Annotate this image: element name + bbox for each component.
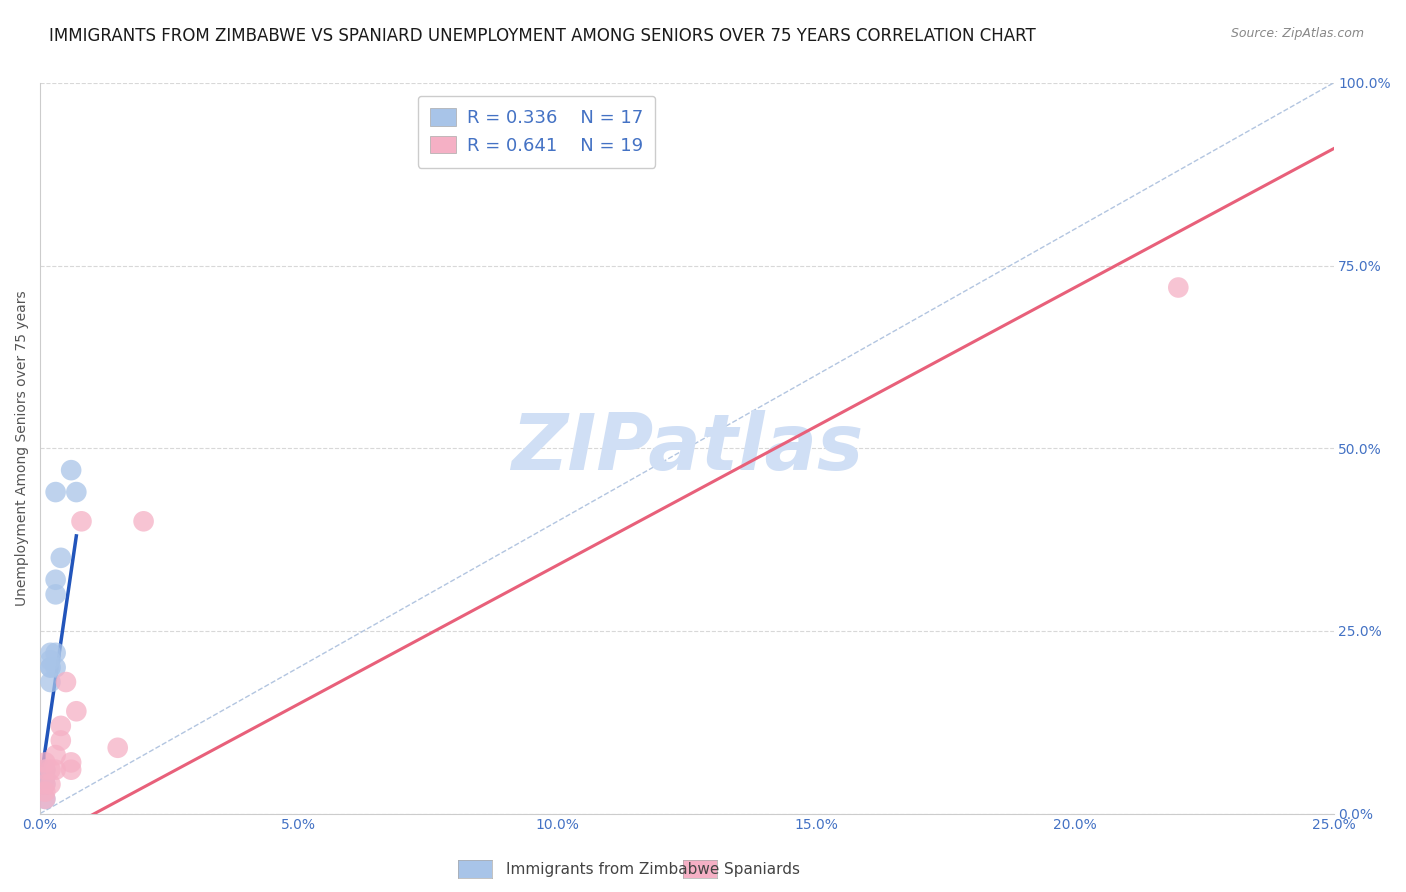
Point xyxy=(65,485,87,500)
Point xyxy=(34,763,56,777)
Point xyxy=(65,704,87,718)
Point xyxy=(49,719,72,733)
Point xyxy=(45,660,67,674)
Point xyxy=(34,792,56,806)
Point xyxy=(107,740,129,755)
Point xyxy=(34,792,56,806)
Point xyxy=(39,777,62,791)
Point xyxy=(55,675,77,690)
Text: IMMIGRANTS FROM ZIMBABWE VS SPANIARD UNEMPLOYMENT AMONG SENIORS OVER 75 YEARS CO: IMMIGRANTS FROM ZIMBABWE VS SPANIARD UNE… xyxy=(49,27,1036,45)
Point xyxy=(45,646,67,660)
Text: ZIPatlas: ZIPatlas xyxy=(510,410,863,486)
Point xyxy=(34,770,56,784)
Point xyxy=(49,733,72,747)
Text: Immigrants from Zimbabwe: Immigrants from Zimbabwe xyxy=(506,863,720,877)
Point xyxy=(39,660,62,674)
Point xyxy=(1167,280,1189,294)
Point xyxy=(34,777,56,791)
Point xyxy=(34,763,56,777)
Point xyxy=(45,485,67,500)
Point xyxy=(39,660,62,674)
Point xyxy=(45,763,67,777)
Point xyxy=(45,573,67,587)
Point xyxy=(45,748,67,763)
Point xyxy=(132,514,155,528)
Text: Source: ZipAtlas.com: Source: ZipAtlas.com xyxy=(1230,27,1364,40)
Point xyxy=(34,756,56,770)
Point xyxy=(60,463,83,477)
Point xyxy=(60,756,83,770)
Point xyxy=(49,550,72,565)
Point xyxy=(39,653,62,667)
Y-axis label: Unemployment Among Seniors over 75 years: Unemployment Among Seniors over 75 years xyxy=(15,291,30,606)
Point xyxy=(45,587,67,601)
Point xyxy=(60,763,83,777)
Text: Spaniards: Spaniards xyxy=(724,863,800,877)
Legend: R = 0.336    N = 17, R = 0.641    N = 19: R = 0.336 N = 17, R = 0.641 N = 19 xyxy=(418,95,655,168)
Point xyxy=(70,514,93,528)
Point xyxy=(39,763,62,777)
Point xyxy=(39,646,62,660)
Point xyxy=(34,784,56,798)
Point xyxy=(39,675,62,690)
Point xyxy=(34,777,56,791)
